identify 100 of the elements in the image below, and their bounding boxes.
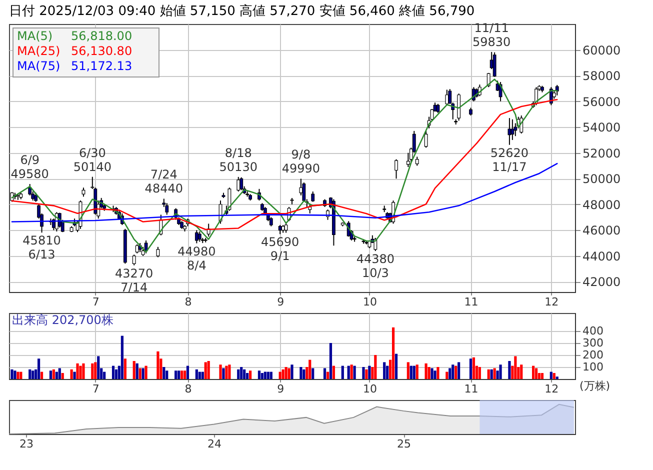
bar xyxy=(142,368,144,379)
bar xyxy=(353,366,356,379)
candlestick xyxy=(269,216,273,227)
y-tick-label: 56000 xyxy=(582,94,621,109)
bar xyxy=(76,363,79,379)
bar xyxy=(278,372,282,379)
x-tick-label: 7 xyxy=(92,296,100,308)
annotation: 43270 7/14 xyxy=(115,266,154,294)
y-tick-label: 54000 xyxy=(582,120,621,135)
candlestick xyxy=(492,52,496,78)
bar xyxy=(374,355,377,379)
y-tick-label: 46000 xyxy=(582,224,621,238)
x-tick-label: 12 xyxy=(544,296,559,308)
bar xyxy=(472,357,476,379)
bar xyxy=(458,362,460,379)
bar xyxy=(240,367,243,379)
x-tick-label: 24 xyxy=(207,438,222,450)
candlestick xyxy=(308,204,312,214)
annotation: 6/30 50140 xyxy=(73,146,112,174)
x-tick-label: 9 xyxy=(277,296,284,308)
candlestick xyxy=(165,202,169,216)
annotation: 45810 6/13 xyxy=(22,234,61,262)
bar xyxy=(120,336,124,379)
annotation: 7/24 48440 xyxy=(144,168,183,196)
bar xyxy=(40,372,44,379)
annotation: 45690 9/1 xyxy=(260,235,300,264)
y-tick-label: 42000 xyxy=(582,275,621,290)
annotation: 44980 8/4 xyxy=(178,244,216,272)
bar xyxy=(282,369,284,379)
bar xyxy=(552,373,556,379)
text: MA(75) xyxy=(17,59,60,73)
y-tick-label: 50000 xyxy=(582,172,621,186)
candlestick xyxy=(278,224,282,235)
annotation: 44380 10/3 xyxy=(356,252,395,280)
bar xyxy=(61,373,64,379)
bar xyxy=(550,372,552,379)
x-tick-label: 23 xyxy=(19,438,34,450)
bar xyxy=(412,366,416,379)
candlestick xyxy=(436,103,440,114)
candlestick xyxy=(394,158,398,180)
bar xyxy=(347,366,350,379)
bar xyxy=(392,327,395,379)
y-tick-label: 58000 xyxy=(582,69,621,84)
candlestick xyxy=(82,187,86,198)
x-tick-label: 11 xyxy=(464,382,478,396)
annotation: 6/9 49580 xyxy=(10,153,49,182)
bar xyxy=(248,370,252,379)
bar xyxy=(16,372,20,379)
bar xyxy=(362,367,365,379)
bar xyxy=(264,372,266,379)
bar xyxy=(91,363,94,379)
x-tick-label: 10 xyxy=(362,296,377,308)
bar xyxy=(243,369,246,379)
bar xyxy=(454,366,458,379)
x-tick-label: 25 xyxy=(397,438,411,450)
bar xyxy=(178,370,180,379)
bar xyxy=(446,372,448,379)
y-axis-title: (万株) xyxy=(580,380,610,392)
bar xyxy=(323,368,326,379)
candlestick xyxy=(194,230,198,244)
bar xyxy=(79,366,82,379)
candlestick xyxy=(132,254,136,266)
candlestick xyxy=(311,191,315,202)
bar xyxy=(410,366,412,379)
bar xyxy=(383,362,386,379)
bar xyxy=(332,366,336,379)
bar xyxy=(52,369,55,379)
x-tick-label: 8 xyxy=(184,382,192,396)
bar xyxy=(103,372,106,379)
bar xyxy=(195,369,198,379)
candlestick xyxy=(374,237,378,252)
bar xyxy=(144,366,148,379)
bar xyxy=(416,364,418,379)
bar xyxy=(448,368,452,379)
bar xyxy=(288,368,290,379)
bar xyxy=(284,367,288,379)
annotation: 出来高 202,700株 xyxy=(12,313,114,327)
y-tick-label: 200 xyxy=(582,348,604,362)
bar xyxy=(49,370,52,379)
bar xyxy=(228,364,231,379)
bar xyxy=(222,368,225,379)
bar xyxy=(329,343,332,379)
annotation: 9/8 49990 xyxy=(282,148,320,176)
annotation: 56,818.00 xyxy=(71,29,132,43)
bar xyxy=(452,364,454,379)
bar xyxy=(14,370,16,379)
bar xyxy=(32,370,34,379)
candlestick xyxy=(240,176,244,191)
bar xyxy=(97,356,100,379)
bar xyxy=(540,373,544,379)
candlestick xyxy=(144,240,148,254)
bar xyxy=(266,372,270,379)
chart-title: 日付 2025/12/03 09:40 始値 57,150 高値 57,270 安値 56,460 終値 56,790 xyxy=(9,2,475,19)
bar xyxy=(508,361,511,379)
bar xyxy=(162,367,166,379)
bar xyxy=(136,363,138,379)
bar xyxy=(514,356,517,379)
bar xyxy=(302,369,306,379)
x-tick-label: 8 xyxy=(184,296,192,308)
bar xyxy=(520,364,523,379)
